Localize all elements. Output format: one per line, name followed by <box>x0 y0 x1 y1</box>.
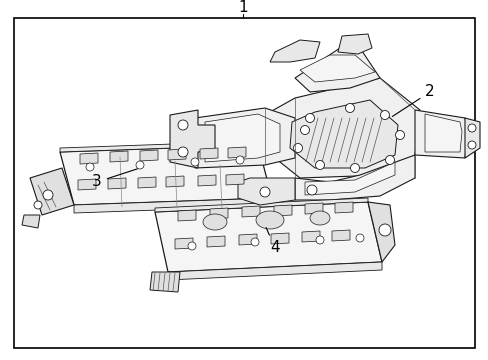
Polygon shape <box>367 202 394 262</box>
Circle shape <box>306 185 316 195</box>
Polygon shape <box>108 178 126 189</box>
Circle shape <box>34 201 42 209</box>
Polygon shape <box>155 202 381 272</box>
Circle shape <box>350 163 359 172</box>
Polygon shape <box>302 231 319 242</box>
Circle shape <box>380 111 389 120</box>
Circle shape <box>187 242 196 250</box>
Polygon shape <box>204 114 280 162</box>
Circle shape <box>178 120 187 130</box>
Text: 2: 2 <box>391 85 434 117</box>
Polygon shape <box>22 215 40 228</box>
Circle shape <box>178 147 187 157</box>
Circle shape <box>86 163 94 171</box>
Polygon shape <box>238 178 294 205</box>
Polygon shape <box>331 230 349 241</box>
Circle shape <box>236 156 244 164</box>
Polygon shape <box>168 262 381 280</box>
Polygon shape <box>289 100 397 168</box>
Polygon shape <box>78 179 96 190</box>
Polygon shape <box>195 108 294 168</box>
Circle shape <box>250 238 259 246</box>
Text: 3: 3 <box>92 169 137 189</box>
Polygon shape <box>178 210 196 221</box>
Circle shape <box>345 104 354 112</box>
Polygon shape <box>170 110 215 168</box>
Polygon shape <box>175 238 193 249</box>
Polygon shape <box>264 78 419 178</box>
Circle shape <box>136 161 143 169</box>
Circle shape <box>355 234 363 242</box>
Polygon shape <box>239 234 257 245</box>
Ellipse shape <box>203 214 226 230</box>
Polygon shape <box>464 118 479 158</box>
Polygon shape <box>80 153 98 164</box>
Polygon shape <box>270 233 288 244</box>
Polygon shape <box>273 205 291 216</box>
Polygon shape <box>269 40 319 62</box>
Polygon shape <box>227 147 245 158</box>
Polygon shape <box>74 198 271 213</box>
Circle shape <box>191 158 199 166</box>
Polygon shape <box>140 150 158 161</box>
Circle shape <box>385 156 394 165</box>
Polygon shape <box>424 114 461 152</box>
Circle shape <box>315 236 324 244</box>
Polygon shape <box>414 110 467 158</box>
Polygon shape <box>60 145 271 205</box>
Polygon shape <box>198 175 216 186</box>
Polygon shape <box>165 176 183 187</box>
Polygon shape <box>200 148 218 159</box>
Ellipse shape <box>309 211 329 225</box>
Circle shape <box>378 224 390 236</box>
Circle shape <box>300 126 309 135</box>
Circle shape <box>260 187 269 197</box>
Polygon shape <box>150 272 180 292</box>
Polygon shape <box>294 48 379 92</box>
Circle shape <box>43 190 53 200</box>
Polygon shape <box>138 177 156 188</box>
Circle shape <box>395 130 404 139</box>
Ellipse shape <box>256 211 284 229</box>
Polygon shape <box>206 236 224 247</box>
Polygon shape <box>14 18 474 348</box>
Polygon shape <box>110 151 128 162</box>
Polygon shape <box>294 155 414 200</box>
Circle shape <box>467 141 475 149</box>
Polygon shape <box>209 208 227 219</box>
Polygon shape <box>242 206 260 217</box>
Polygon shape <box>155 198 367 212</box>
Polygon shape <box>225 174 244 185</box>
Polygon shape <box>299 55 374 82</box>
Text: 4: 4 <box>265 228 279 256</box>
Polygon shape <box>305 162 394 195</box>
Text: 1: 1 <box>238 0 247 15</box>
Polygon shape <box>168 149 185 160</box>
Circle shape <box>305 113 314 122</box>
Polygon shape <box>30 168 74 215</box>
Polygon shape <box>337 34 371 54</box>
Circle shape <box>467 124 475 132</box>
Circle shape <box>293 144 302 153</box>
Polygon shape <box>305 203 323 214</box>
Polygon shape <box>334 202 352 213</box>
Polygon shape <box>60 141 258 152</box>
Circle shape <box>315 161 324 170</box>
